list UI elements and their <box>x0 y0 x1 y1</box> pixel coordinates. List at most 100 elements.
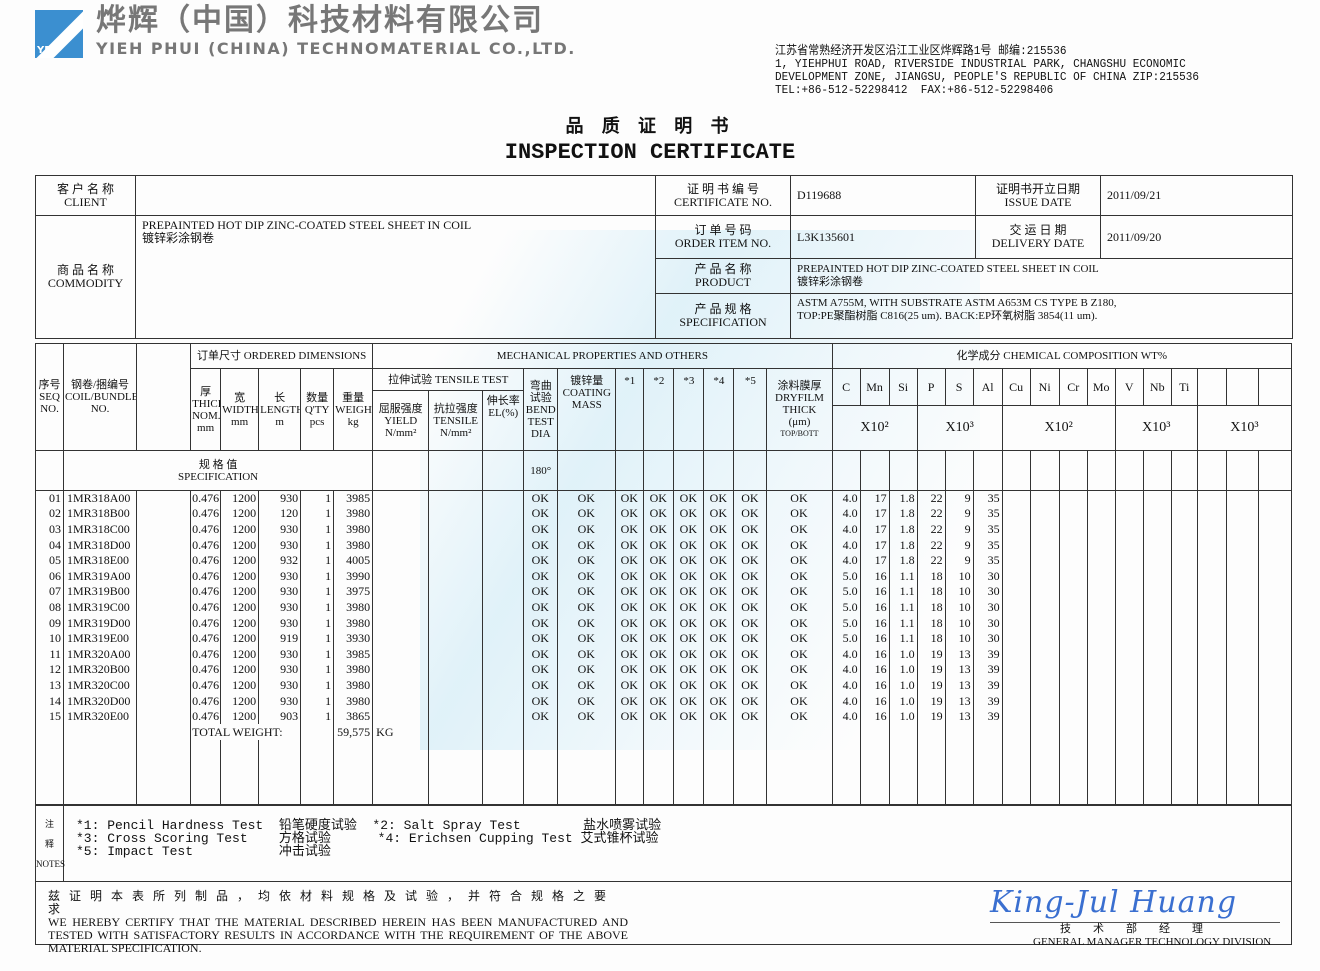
mechanical-header: MECHANICAL PROPERTIES AND OTHERS <box>372 343 833 369</box>
total-weight-label: TOTAL WEIGHT: <box>190 724 302 740</box>
empty-cell <box>1086 506 1116 522</box>
empty-cell <box>1029 708 1060 725</box>
empty-cell <box>1142 552 1172 569</box>
test-2-cell: OK <box>643 490 675 507</box>
test-1-cell: OK <box>615 537 645 553</box>
c-cell: 4.0 <box>831 490 861 507</box>
c-cell: 5.0 <box>831 615 861 631</box>
table-row: 06 1MR319A00 0.476 1200 930 1 3990 OK OK OK OK OK OK… <box>34 568 1293 585</box>
empty-cell <box>1170 615 1198 631</box>
s-cell: 9 <box>944 521 974 538</box>
bend-test-cell: OK <box>523 552 559 569</box>
spec-cell <box>1001 450 1031 491</box>
coil-no-cell: 1MR320C00 <box>63 677 138 694</box>
label-en: SPECIFICATION <box>679 315 767 329</box>
empty-cell <box>1225 584 1259 600</box>
test-3-cell: OK <box>673 630 705 647</box>
empty-cell <box>1114 506 1144 522</box>
weight-cell: 3990 <box>333 568 374 585</box>
al-cell: 30 <box>972 568 1003 585</box>
empty-cell <box>1086 630 1116 647</box>
empty-cell <box>1058 599 1088 616</box>
label-en: ORDER ITEM NO. <box>674 236 772 250</box>
empty-cell <box>1001 537 1031 553</box>
si-cell: 1.8 <box>888 521 918 538</box>
empty-cell <box>1058 630 1088 647</box>
c-cell: 4.0 <box>831 521 861 538</box>
test-2-cell: OK <box>643 662 675 678</box>
empty-cell <box>482 662 525 678</box>
seq-cell: 01 <box>34 490 65 507</box>
empty-cell <box>888 740 918 805</box>
product-label: 产 品 名 称 PRODUCT <box>655 258 791 294</box>
empty-cell <box>1001 677 1031 694</box>
empty-cell <box>1086 521 1116 538</box>
test-5-cell: OK <box>733 568 768 585</box>
empty-cell <box>136 708 192 725</box>
multiplier: X10² <box>1001 405 1116 451</box>
si-cell: 1.1 <box>888 615 918 631</box>
seq-cell: 10 <box>34 630 65 647</box>
dryfilm-cell: OK <box>766 506 833 522</box>
test-2-cell: OK <box>643 537 675 553</box>
c-cell: 5.0 <box>831 568 861 585</box>
length-header: 长 LENGTH m <box>258 368 302 451</box>
test-1-cell: OK <box>615 630 645 647</box>
empty-cell <box>428 646 484 663</box>
thick-cell: 0.476 <box>190 693 222 709</box>
test-3-cell: OK <box>673 584 705 600</box>
width-cell: 1200 <box>220 615 260 631</box>
empty-cell <box>1029 630 1060 647</box>
mn-cell: 17 <box>859 521 890 538</box>
label-cn: 抗拉强度 <box>433 402 478 415</box>
empty-cell <box>372 662 430 678</box>
empty-cell <box>643 724 675 740</box>
empty-cell <box>136 537 192 553</box>
label-en: SPECIFICATION <box>178 470 259 483</box>
p-cell: 22 <box>916 537 946 553</box>
empty-cell <box>428 521 484 538</box>
p-cell: 18 <box>916 630 946 647</box>
dryfilm-cell: OK <box>766 599 833 616</box>
title-en: INSPECTION CERTIFICATE <box>504 140 796 165</box>
empty-cell <box>1001 724 1031 740</box>
empty-cell <box>428 615 484 631</box>
qty-cell: 1 <box>300 506 335 522</box>
empty-cell <box>1196 662 1227 678</box>
empty-cell <box>944 740 974 805</box>
coil-no-cell: 1MR319B00 <box>63 584 138 600</box>
empty-cell <box>1086 537 1116 553</box>
empty-cell <box>136 568 192 585</box>
al-cell: 30 <box>972 630 1003 647</box>
test-3-cell: OK <box>673 646 705 663</box>
qty-cell: 1 <box>300 537 335 553</box>
coil-no-cell: 1MR318D00 <box>63 537 138 553</box>
empty-cell <box>1142 630 1172 647</box>
empty-cell <box>1086 740 1116 805</box>
width-cell: 1200 <box>220 521 260 538</box>
empty-cell <box>1257 630 1293 647</box>
multiplier: X10³ <box>1196 405 1293 451</box>
dryfilm-cell: OK <box>766 584 833 600</box>
empty-cell <box>1170 662 1198 678</box>
product-cn: 镀锌彩涂钢卷 <box>797 276 863 288</box>
commodity-label: 商 品 名 称 COMMODITY <box>35 215 136 339</box>
empty-cell <box>428 740 484 805</box>
notes-section: 注释 NOTES *1: Pencil Hardness Test 铅笔硬度试验 … <box>35 805 1292 955</box>
bend-test-cell: OK <box>523 708 559 725</box>
length-cell: 930 <box>258 615 302 631</box>
thick-cell: 0.476 <box>190 708 222 725</box>
empty-cell <box>1257 662 1293 678</box>
spec-cell <box>1086 450 1116 491</box>
element-header <box>1225 368 1259 406</box>
empty-cell <box>1001 584 1031 600</box>
coating-mass-header: 镀锌量 COATING MASS <box>557 368 617 451</box>
coil-no-cell: 1MR319A00 <box>63 568 138 585</box>
label-en: COATING MASS <box>562 387 611 411</box>
delivery-date-label: 交 运 日 期 DELIVERY DATE <box>975 215 1101 259</box>
specification-row-label: 规 格 值 SPECIFICATION <box>63 450 374 491</box>
empty-cell <box>428 724 484 740</box>
empty-cell <box>1058 552 1088 569</box>
empty-cell <box>1170 568 1198 585</box>
bend-test-cell: OK <box>523 599 559 616</box>
